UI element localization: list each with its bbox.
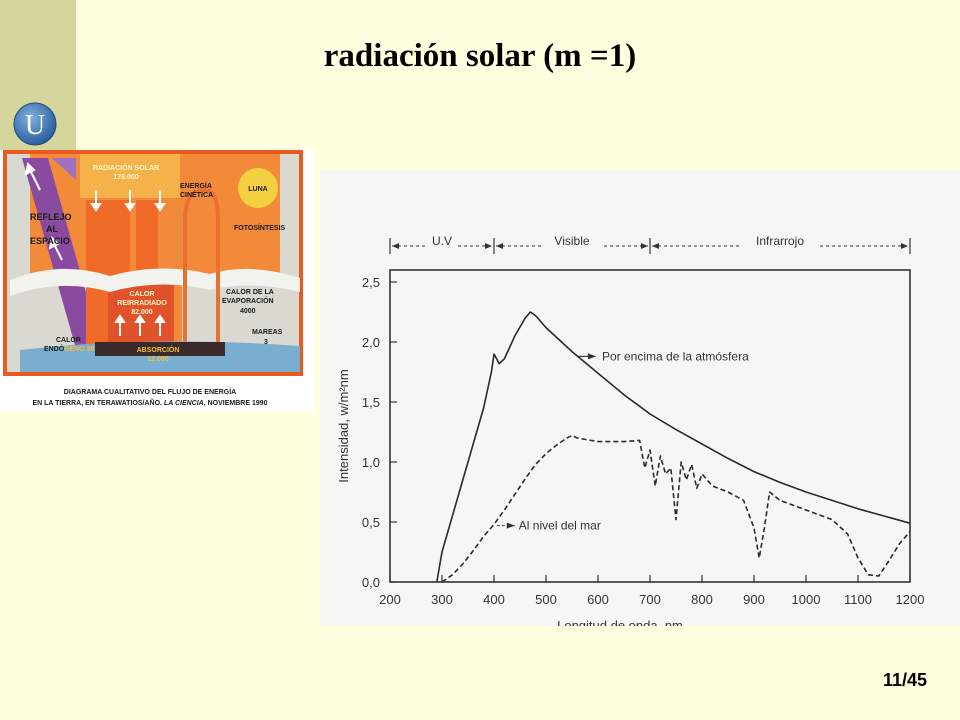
x-axis-label: Longitud de onda, nm: [557, 618, 683, 626]
x-tick-label: 800: [691, 592, 713, 607]
region-label: Infrarrojo: [756, 234, 804, 248]
region-arrow: [485, 243, 492, 249]
x-tick-label: 1100: [844, 592, 872, 607]
region-label-bg: [542, 236, 602, 250]
dg-calor: CALOR: [130, 291, 155, 298]
caption-line2-end: , NOVIEMBRE 1990: [204, 400, 268, 407]
y-tick-label: 1,0: [362, 455, 380, 470]
university-logo: U: [13, 102, 57, 146]
logo-letter: U: [25, 110, 45, 141]
region-arrow: [901, 243, 908, 249]
diagram-caption-line1: DIAGRAMA CUALITATIVO DEL FLUJO DE ENERGÍ…: [64, 387, 236, 396]
dg-reirradiado: REIRRADIADO: [117, 300, 167, 307]
dg-al: AL: [46, 224, 58, 234]
dg-absorcion: ABSORCIÓN: [137, 345, 180, 354]
x-tick-label: 1200: [896, 592, 925, 607]
y-tick-label: 1,5: [362, 395, 380, 410]
annotation-bottom-series: Al nivel del mar: [519, 519, 601, 533]
annotation-top-series: Por encima de la atmósfera: [602, 349, 749, 363]
page-number: 11/45: [882, 670, 927, 690]
annotation-arrowhead: [506, 522, 515, 529]
y-tick-label: 2,0: [362, 335, 380, 350]
x-tick-label: 700: [639, 592, 661, 607]
x-tick-label: 1000: [792, 592, 821, 607]
x-tick-label: 500: [535, 592, 557, 607]
y-tick-label: 0,0: [362, 575, 380, 590]
dg-absorcion-value: 12.000: [147, 356, 169, 363]
plot-frame: [389, 269, 911, 583]
slide-title: radiación solar (m =1): [323, 38, 637, 74]
region-arrow: [652, 243, 659, 249]
dg-reflejo: REFLEJO: [30, 212, 72, 222]
dg-endo: ENDÓ: [44, 344, 65, 353]
dg-espacio: ESPACIO: [30, 236, 70, 246]
dg-luna: LUNA: [248, 186, 267, 193]
dg-mareas: MAREAS: [252, 329, 283, 336]
dg-evaporacion-value: 4000: [240, 308, 256, 315]
region-arrow: [496, 243, 503, 249]
dg-mareas-value: 3: [264, 339, 268, 346]
caption-line2-italic: LA CIENCIA: [164, 400, 204, 407]
dg-calor-endo: CALOR: [56, 337, 81, 344]
dg-fotosintesis: FOTOSÍNTESIS: [234, 223, 286, 232]
x-tick-label: 600: [587, 592, 609, 607]
region-arrow: [392, 243, 399, 249]
x-tick-label: 400: [483, 592, 505, 607]
region-label-bg: [426, 236, 458, 250]
region-label: Visible: [554, 234, 589, 248]
dg-radiacion-solar: RADIACIÓN SOLAR: [93, 163, 159, 172]
solar-spectrum-chart: U.V Visible Infrarrojo 0,00,51,01,52,02,5 …: [320, 170, 960, 626]
dg-radiacion-solar-value: 178.000: [113, 174, 138, 181]
dg-reirradiado-value: 82.000: [131, 309, 153, 316]
dg-cinetica: CINÉTICA: [180, 190, 213, 199]
dg-energia: ENERGÍA: [180, 181, 212, 190]
y-tick-label: 2,5: [362, 275, 380, 290]
series-line-2: [441, 434, 911, 583]
x-tick-label: 300: [431, 592, 453, 607]
diagram-caption-line2: EN LA TIERRA, EN TERAWATIOS/AÑO. LA CIEN…: [32, 398, 267, 407]
x-tick-label: 900: [743, 592, 765, 607]
region-arrow: [641, 243, 648, 249]
y-axis-label: Intensidad, w/m²nm: [336, 369, 351, 482]
energy-flow-diagram: RADIACIÓN SOLAR 178.000 CALOR REIRRADIAD…: [0, 150, 314, 412]
dg-evaporacion: EVAPORACIÓN: [222, 296, 274, 305]
dg-geno: GENO 30: [64, 346, 94, 353]
region-label-bg: [740, 236, 820, 250]
dg-calor-de-la: CALOR DE LA: [226, 289, 274, 296]
series-line-1: [436, 311, 911, 583]
y-tick-label: 0,5: [362, 515, 380, 530]
region-label: U.V: [432, 234, 452, 248]
caption-line2-start: EN LA TIERRA, EN TERAWATIOS/AÑO.: [32, 398, 162, 407]
x-tick-label: 200: [379, 592, 401, 607]
